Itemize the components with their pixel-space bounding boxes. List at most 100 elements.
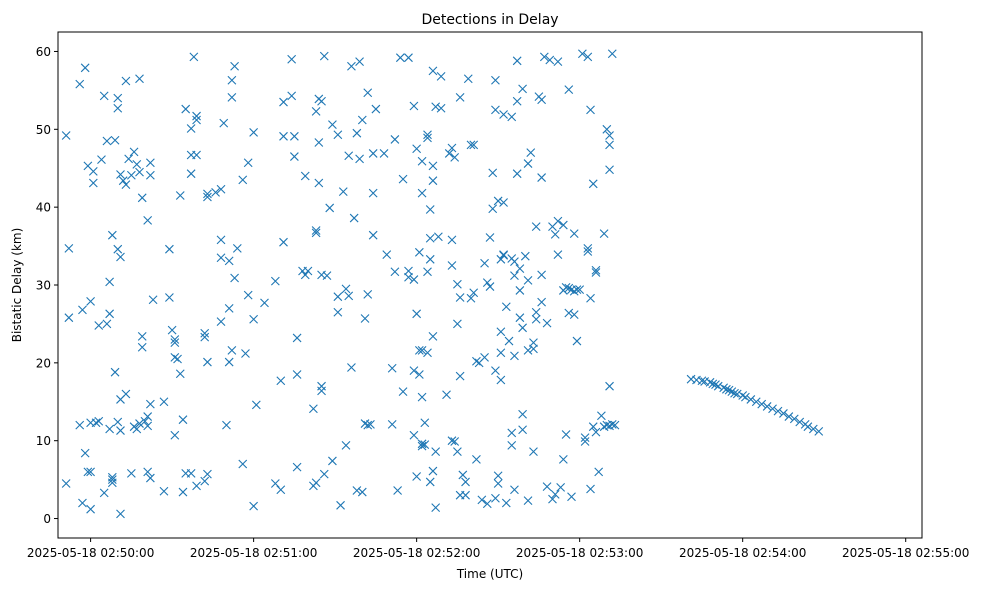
data-point (143, 215, 153, 225)
data-point (116, 509, 125, 519)
data-point (580, 433, 590, 442)
data-point (569, 310, 579, 319)
data-point (496, 375, 506, 385)
data-point (564, 308, 574, 318)
data-point (553, 250, 563, 260)
data-point (251, 400, 261, 410)
data-point (107, 230, 117, 240)
data-point (496, 254, 506, 264)
data-point (404, 266, 413, 276)
data-point (143, 412, 153, 421)
data-point (428, 466, 438, 476)
data-point (515, 264, 525, 274)
data-point (61, 479, 71, 488)
data-point (260, 298, 269, 308)
data-point (216, 253, 226, 263)
data-point (107, 478, 117, 488)
data-point (116, 426, 125, 435)
data-point (428, 66, 438, 76)
data-point (317, 96, 326, 106)
data-point (86, 467, 95, 477)
x-axis-label: Time (UTC) (456, 567, 523, 581)
data-point (132, 159, 142, 169)
data-point (113, 417, 123, 427)
data-point (143, 467, 153, 477)
data-point (347, 363, 356, 372)
data-point (594, 467, 604, 477)
data-point (520, 251, 530, 261)
data-point (409, 366, 419, 376)
data-point (192, 481, 201, 491)
y-tick-label: 20 (36, 356, 51, 370)
data-point (423, 348, 432, 358)
data-point (444, 149, 454, 158)
data-point (588, 179, 598, 189)
y-tick-label: 30 (36, 279, 51, 293)
data-point (417, 441, 427, 451)
data-point (428, 176, 438, 186)
data-point (482, 499, 492, 509)
data-point (352, 128, 362, 138)
data-point (501, 302, 511, 312)
data-point (768, 404, 777, 414)
data-point (178, 487, 188, 497)
data-point (591, 265, 601, 275)
data-point (425, 205, 435, 214)
data-point (461, 477, 470, 487)
data-point (795, 417, 805, 427)
data-point (143, 421, 153, 431)
data-point (86, 504, 95, 514)
data-point (518, 84, 527, 94)
data-point (499, 251, 508, 260)
data-point (605, 165, 614, 175)
data-point (80, 63, 90, 73)
data-point (145, 473, 155, 483)
data-point (145, 170, 155, 180)
data-point (472, 454, 481, 464)
data-point (417, 188, 427, 198)
data-point (409, 275, 419, 284)
data-point (173, 354, 182, 364)
data-point (175, 369, 185, 379)
data-point (605, 131, 614, 140)
data-point (78, 498, 87, 508)
data-point (200, 476, 210, 486)
data-point (586, 293, 595, 303)
data-point (583, 247, 593, 256)
data-point (431, 447, 441, 456)
data-point (455, 93, 465, 102)
x-tick-label: 2025-05-18 02:55:00 (842, 546, 969, 560)
data-point (493, 479, 503, 488)
data-point (751, 397, 761, 407)
data-point (425, 477, 435, 487)
data-point (711, 380, 720, 390)
data-point (808, 424, 818, 434)
data-point (145, 399, 155, 409)
data-point (561, 430, 571, 439)
data-point (287, 91, 297, 101)
data-point (387, 419, 397, 429)
data-point (113, 103, 123, 113)
data-point (75, 420, 85, 430)
data-point (129, 147, 139, 157)
data-point (529, 344, 538, 354)
data-point (537, 95, 547, 105)
data-point (270, 276, 280, 286)
data-point (222, 420, 231, 430)
data-point (414, 346, 424, 355)
data-point (417, 439, 427, 449)
data-point (447, 436, 457, 446)
data-point (102, 319, 112, 329)
data-point (203, 357, 212, 367)
data-point (186, 124, 196, 133)
data-point (279, 237, 288, 247)
data-point (518, 425, 527, 435)
data-point (436, 71, 446, 81)
data-point (488, 204, 498, 214)
data-point (137, 331, 147, 341)
data-point (379, 149, 389, 158)
data-point (170, 430, 180, 440)
data-point (789, 414, 799, 424)
data-point (708, 379, 718, 389)
y-tick-label: 60 (36, 45, 51, 59)
